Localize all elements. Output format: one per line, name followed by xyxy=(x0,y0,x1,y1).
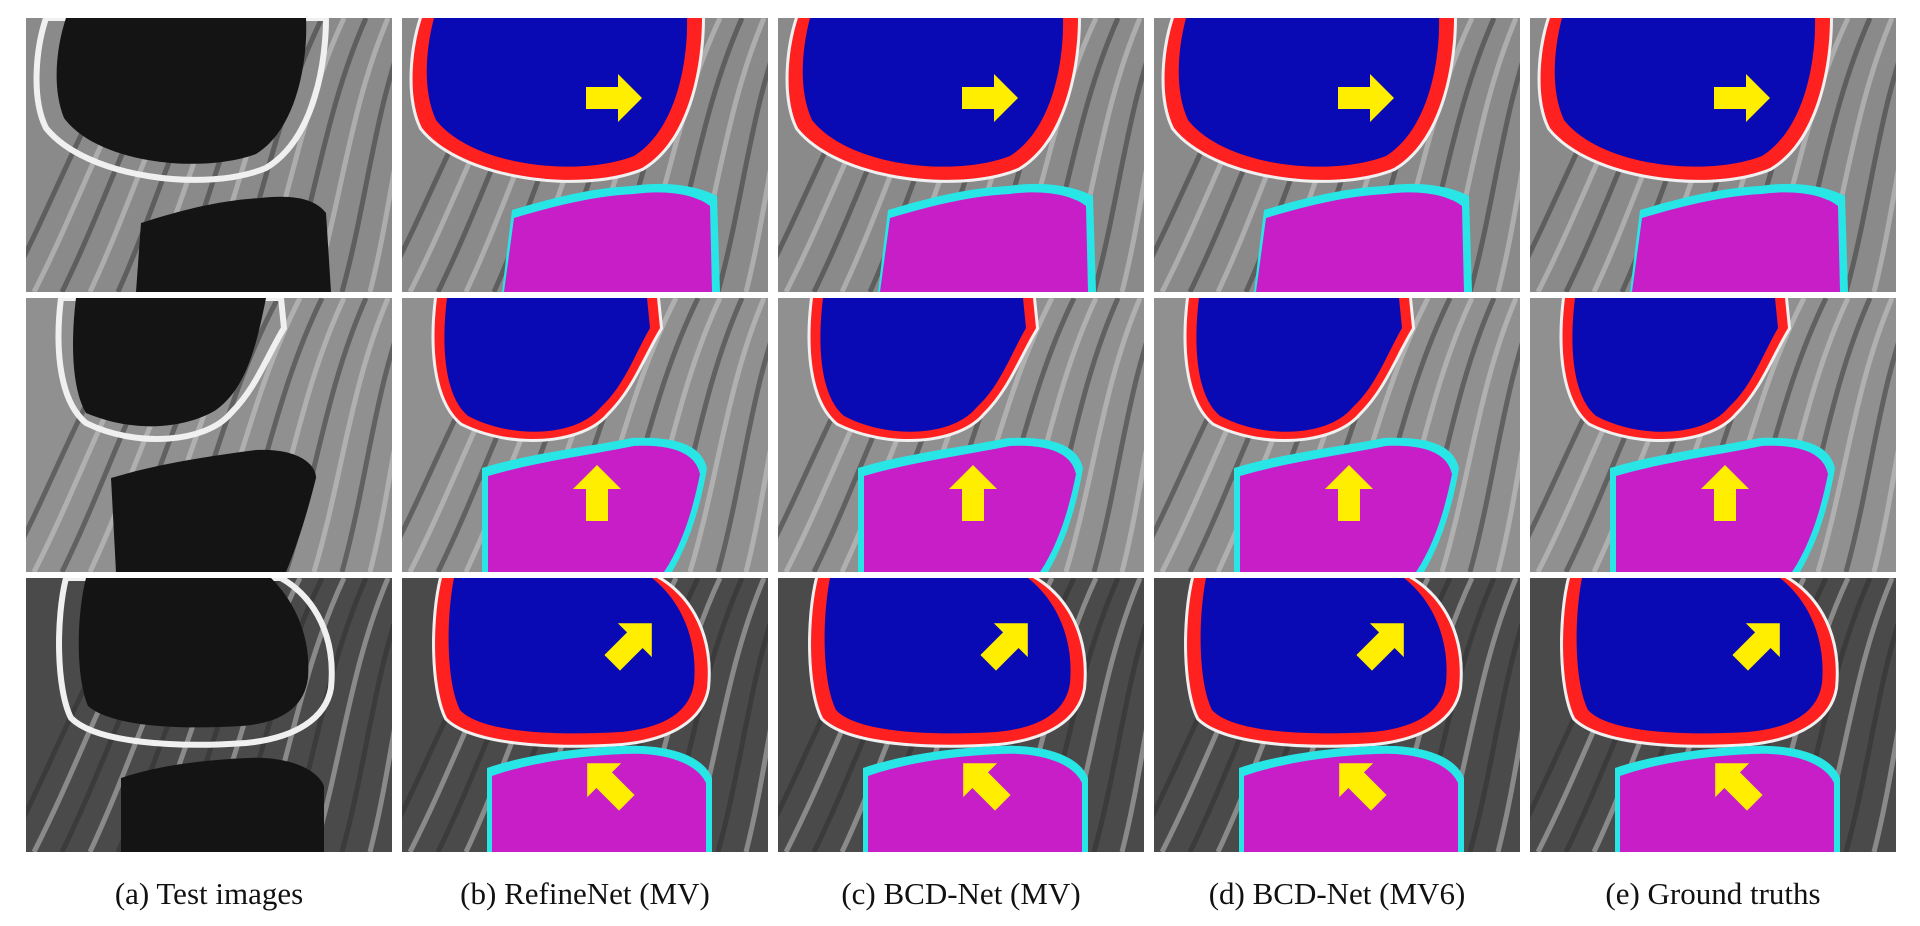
panel-a-row1 xyxy=(26,18,392,292)
femur-bone-mask xyxy=(1554,18,1816,167)
femur-bone-mask xyxy=(444,298,650,432)
tibia-bone-mask xyxy=(868,753,1082,852)
arrow-icon xyxy=(949,465,997,521)
tibia-bone-mask xyxy=(880,192,1088,292)
femur-bone-mask xyxy=(1576,578,1823,734)
femur-bone-mask xyxy=(1572,298,1778,432)
tibia-bone-mask xyxy=(1620,753,1834,852)
arrow-icon xyxy=(1338,74,1394,122)
tibia-bone-mask xyxy=(492,753,706,852)
caption-b: (b) RefineNet (MV) xyxy=(460,876,710,911)
tibia-bone-mask xyxy=(1244,753,1458,852)
bone-rim xyxy=(55,298,288,442)
tibia-region xyxy=(121,757,324,852)
femur-bone-mask xyxy=(802,18,1064,167)
panel-d-row2 xyxy=(1154,298,1520,572)
panel-c-row3 xyxy=(778,578,1144,852)
femur-bone-mask xyxy=(1200,578,1447,734)
panel-a-row3 xyxy=(26,578,392,852)
arrow-icon xyxy=(1732,623,1780,671)
tibia-bone-mask xyxy=(1632,192,1840,292)
arrow-icon xyxy=(1715,763,1763,811)
femur-region xyxy=(78,578,309,728)
tibia-region xyxy=(136,196,331,292)
femur-bone-mask xyxy=(448,578,695,734)
arrow-icon xyxy=(1356,623,1404,671)
bone-rim xyxy=(56,578,335,748)
panel-d-row3 xyxy=(1154,578,1520,852)
caption-e: (e) Ground truths xyxy=(1605,876,1821,911)
panel-b-row3 xyxy=(402,578,768,852)
tibia-bone-mask xyxy=(1256,192,1464,292)
femur-region xyxy=(73,298,267,427)
caption-a: (a) Test images xyxy=(114,876,304,911)
arrow-icon xyxy=(604,623,652,671)
panel-b-row1 xyxy=(402,18,768,292)
arrow-icon xyxy=(963,763,1011,811)
panel-d-row1 xyxy=(1154,18,1520,292)
arrow-icon xyxy=(587,763,635,811)
arrow-icon xyxy=(980,623,1028,671)
arrow-icon xyxy=(1701,465,1749,521)
femur-region xyxy=(56,18,307,164)
panel-c-row2 xyxy=(778,298,1144,572)
panel-b-row2 xyxy=(402,298,768,572)
femur-bone-mask xyxy=(1178,18,1440,167)
femur-bone-mask xyxy=(820,298,1026,432)
femur-bone-mask xyxy=(824,578,1071,734)
panel-e-row1 xyxy=(1530,18,1896,292)
arrow-icon xyxy=(573,465,621,521)
arrow-icon xyxy=(962,74,1018,122)
panel-c-row1 xyxy=(778,18,1144,292)
caption-d: (d) BCD-Net (MV6) xyxy=(1208,876,1466,911)
femur-bone-mask xyxy=(426,18,688,167)
panel-e-row3 xyxy=(1530,578,1896,852)
arrow-icon xyxy=(586,74,642,122)
arrow-icon xyxy=(1714,74,1770,122)
arrow-icon xyxy=(1339,763,1387,811)
caption-c: (c) BCD-Net (MV) xyxy=(841,876,1081,911)
panel-e-row2 xyxy=(1530,298,1896,572)
arrow-icon xyxy=(1325,465,1373,521)
femur-bone-mask xyxy=(1196,298,1402,432)
tibia-region xyxy=(111,449,316,572)
panel-a-row2 xyxy=(26,298,392,572)
bone-rim xyxy=(33,18,330,183)
tibia-bone-mask xyxy=(504,192,712,292)
